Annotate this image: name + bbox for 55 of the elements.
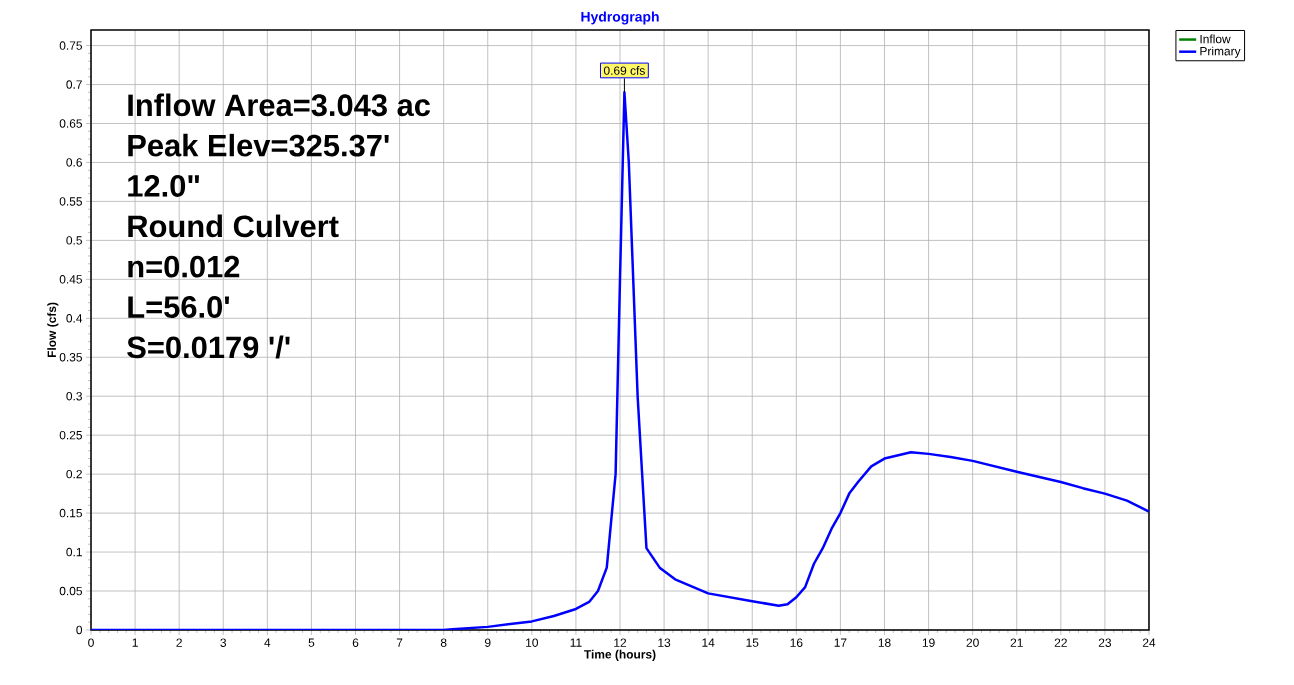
x-tick-label: 12 [614, 638, 627, 647]
x-tick-label: 19 [922, 638, 935, 647]
y-tick-label: 0.1 [66, 547, 82, 557]
x-tick-label: 2 [176, 638, 182, 647]
annotation: n=0.012 [128, 255, 240, 278]
x-tick-label: 8 [440, 638, 447, 647]
y-tick-label: 0.65 [59, 119, 82, 128]
x-tick-label: 20 [966, 638, 979, 647]
x-tick-label: 9 [484, 638, 491, 647]
x-tick-label: 13 [658, 638, 671, 647]
y-tick-label: 0.35 [59, 353, 82, 362]
x-tick-label: 18 [878, 638, 891, 647]
annotation: 0.69 cfs [603, 66, 645, 75]
y-tick-label: 0.4 [66, 314, 83, 323]
y-tick-label: 0.2 [66, 469, 82, 479]
legend-label: Primary [1200, 46, 1241, 58]
x-tick-label: 23 [1098, 638, 1112, 647]
y-tick-label: 0.15 [59, 508, 82, 518]
x-tick-label: 14 [702, 638, 715, 647]
x-tick-label: 17 [834, 638, 847, 647]
x-tick-label: 24 [1142, 638, 1156, 647]
x-tick-label: 16 [790, 638, 803, 647]
x-tick-label: 6 [352, 638, 359, 647]
annotation: Inflow Area=3.043 ac [128, 93, 431, 117]
x-tick-label: 22 [1054, 638, 1067, 647]
annotation: S=0.0179 '/' [127, 335, 290, 359]
legend-label: Inflow [1200, 34, 1231, 44]
annotation: Peak Elev=325.37' [128, 133, 389, 157]
x-tick-label: 7 [396, 638, 403, 647]
annotation: 12.0" [128, 175, 199, 197]
y-tick-label: 0.45 [59, 275, 82, 284]
x-tick-label: 11 [570, 638, 582, 647]
annotation: L=56.0' [128, 296, 230, 318]
x-tick-label: 4 [264, 638, 271, 647]
y-tick-label: 0.6 [66, 158, 82, 167]
y-tick-label: 0.25 [59, 430, 82, 440]
y-tick-label: 0.5 [66, 236, 82, 245]
chart-title: Hydrograph [581, 11, 659, 25]
annotation: Round Culvert [128, 214, 339, 238]
y-axis-title: Flow (cfs) [47, 302, 59, 358]
x-tick-label: 0 [88, 638, 94, 647]
y-tick-label: 0.3 [66, 391, 82, 401]
line-series [91, 91, 1149, 630]
y-tick-label: 0 [76, 625, 83, 635]
y-tick-label: 0.7 [66, 80, 82, 89]
x-tick-label: 10 [526, 638, 539, 647]
x-tick-label: 21 [1010, 638, 1023, 647]
x-tick-label: 1 [132, 638, 138, 647]
y-tick-label: 0.05 [59, 586, 82, 596]
y-tick-label: 0.75 [59, 41, 82, 50]
x-tick-label: 15 [746, 638, 759, 647]
y-tick-label: 0.55 [59, 197, 82, 206]
x-axis-title: Time (hours) [584, 649, 656, 661]
x-tick-label: 5 [308, 638, 315, 647]
x-tick-label: 3 [220, 638, 227, 647]
